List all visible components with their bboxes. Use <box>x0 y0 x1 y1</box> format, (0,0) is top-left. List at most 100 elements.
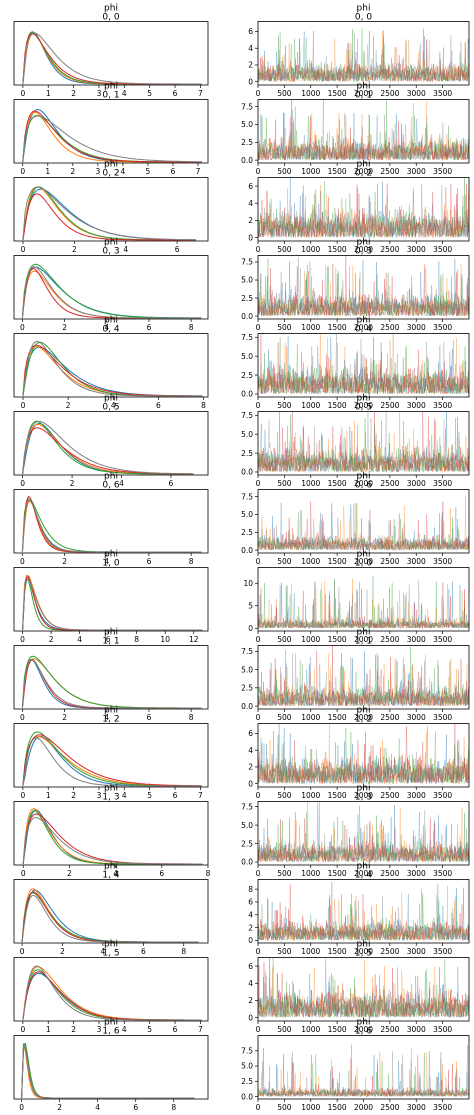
trace-title-var: phi <box>357 706 371 716</box>
kde-xtick-label: 5 <box>147 1025 152 1034</box>
trace-ytick-label: 0 <box>248 233 253 242</box>
trace-title-var: phi <box>357 784 371 794</box>
trace-series-3 <box>258 723 469 784</box>
trace-title-var: phi <box>357 862 371 872</box>
kde-panel: 0 2 4 6 8 <box>13 489 209 566</box>
trace-xtick-label: 3000 <box>407 323 426 332</box>
trace-xtick-label: 1500 <box>328 245 347 254</box>
kde-xtick-label: 0 <box>20 947 25 956</box>
trace-panel: 0 500 1000 1500 2000 2500 3000 3500 0 2 4 6 <box>248 723 470 800</box>
trace-xtick-label: 500 <box>277 1103 292 1112</box>
kde-xtick-label: 6 <box>173 1025 178 1034</box>
kde-panel: 0 1 2 3 4 5 6 7 <box>13 957 209 1034</box>
kde-panel: 0 1 2 3 4 5 6 7 <box>13 99 209 176</box>
trace-lines <box>258 575 469 630</box>
trace-xtick-label: 1500 <box>328 791 347 800</box>
trace-xtick-label: 500 <box>277 635 292 644</box>
kde-series-4 <box>22 115 202 163</box>
trace-ytick-label: 0 <box>248 779 253 788</box>
kde-xtick-label: 7 <box>198 89 203 98</box>
trace-xtick-label: 2000 <box>354 557 373 566</box>
kde-xtick-label: 0 <box>21 869 26 878</box>
kde-title-var: phi <box>104 4 118 14</box>
trace-ytick-label: 0.0 <box>241 858 253 867</box>
kde-xtick-label: 0 <box>20 167 25 176</box>
kde-panel: 0 2 4 6 8 10 12 <box>13 567 209 644</box>
kde-xtick-label: 0 <box>19 1103 24 1112</box>
trace-xtick-label: 2000 <box>354 167 373 176</box>
kde-xtick-label: 8 <box>189 713 194 722</box>
kde-xtick-label: 4 <box>104 323 109 332</box>
kde-series-4 <box>22 32 202 85</box>
trace-xtick-label: 2000 <box>354 947 373 956</box>
trace-lines <box>258 645 469 707</box>
trace-xtick-label: 2500 <box>380 323 399 332</box>
kde-series-4 <box>21 658 202 709</box>
kde-title-var: phi <box>104 394 118 404</box>
trace-series-4 <box>258 726 469 785</box>
trace-panel: 0 500 1000 1500 2000 2500 3000 3500 0.0 2.5 5.0 7.5 <box>241 411 470 488</box>
trace-xtick-label: 500 <box>277 869 292 878</box>
trace-title-var: phi <box>357 472 371 482</box>
trace-xtick-label: 0 <box>256 635 261 644</box>
trace-xtick-label: 1000 <box>301 245 320 254</box>
trace-title-var: phi <box>357 550 371 560</box>
kde-xtick-label: 2 <box>71 791 76 800</box>
trace-ytick-label: 0.0 <box>241 546 253 555</box>
trace-panel: 0 500 1000 1500 2000 2500 3000 3500 0.0 2.5 5.0 7.5 <box>241 333 470 410</box>
kde-xtick-label: 7 <box>198 791 203 800</box>
trace-panel: 0 500 1000 1500 2000 2500 3000 3500 0 2 4 6 8 <box>248 879 470 956</box>
trace-xtick-label: 500 <box>277 89 292 98</box>
kde-series-4 <box>22 816 203 865</box>
kde-xtick-label: 5 <box>147 791 152 800</box>
kde-xtick-label: 1 <box>46 791 51 800</box>
kde-xtick-label: 6 <box>156 401 161 410</box>
trace-ytick-label: 7.5 <box>241 802 253 811</box>
kde-xtick-label: 6 <box>133 1103 138 1112</box>
trace-xtick-label: 3000 <box>407 635 426 644</box>
trace-ytick-label: 0 <box>248 77 253 86</box>
kde-xtick-label: 4 <box>119 479 124 488</box>
kde-series-1 <box>22 808 203 865</box>
trace-ytick-label: 5.0 <box>241 510 253 519</box>
trace-xtick-label: 2000 <box>354 1103 373 1112</box>
trace-ytick-label: 7.5 <box>241 647 253 656</box>
trace-ytick-label: 2.5 <box>241 1077 253 1086</box>
trace-ytick-label: 2.5 <box>241 138 253 147</box>
kde-title-var: phi <box>104 940 118 950</box>
trace-title-var: phi <box>357 628 371 638</box>
trace-series-4 <box>258 185 469 239</box>
trace-xtick-label: 3500 <box>433 401 452 410</box>
trace-ytick-label: 2.5 <box>241 684 253 693</box>
trace-series-3 <box>258 99 469 161</box>
kde-xtick-label: 8 <box>201 401 206 410</box>
trace-lines <box>258 411 469 473</box>
trace-title-coords: 0, 4 <box>355 325 372 335</box>
kde-panel: 0 2 4 6 8 <box>13 645 209 722</box>
kde-xtick-label: 6 <box>171 167 176 176</box>
kde-xtick-label: 5 <box>146 167 151 176</box>
trace-xtick-label: 3500 <box>433 947 452 956</box>
kde-axes-frame <box>13 879 209 944</box>
trace-panel: 0 500 1000 1500 2000 2500 3000 3500 0 2 4 6 <box>248 21 470 98</box>
trace-series-4 <box>258 503 469 551</box>
kde-xtick-label: 6 <box>147 713 152 722</box>
trace-xtick-label: 0 <box>256 89 261 98</box>
trace-ytick-label: 6 <box>248 27 253 36</box>
kde-xtick-label: 8 <box>206 869 211 878</box>
kde-title-coords: 1, 2 <box>102 715 119 725</box>
kde-title-coords: 1, 4 <box>102 871 119 881</box>
kde-xtick-label: 1 <box>45 167 50 176</box>
trace-xtick-label: 500 <box>277 557 292 566</box>
trace-ytick-label: 2 <box>248 996 253 1005</box>
trace-xtick-label: 1000 <box>301 167 320 176</box>
trace-panel: 0 500 1000 1500 2000 2500 3000 3500 0.0 2.5 5.0 7.5 <box>241 255 470 332</box>
trace-xtick-label: 1000 <box>301 1025 320 1034</box>
trace-xtick-label: 3500 <box>433 635 452 644</box>
trace-ytick-label: 4 <box>248 746 253 755</box>
kde-series-0 <box>22 109 202 163</box>
kde-xtick-label: 6 <box>141 947 146 956</box>
